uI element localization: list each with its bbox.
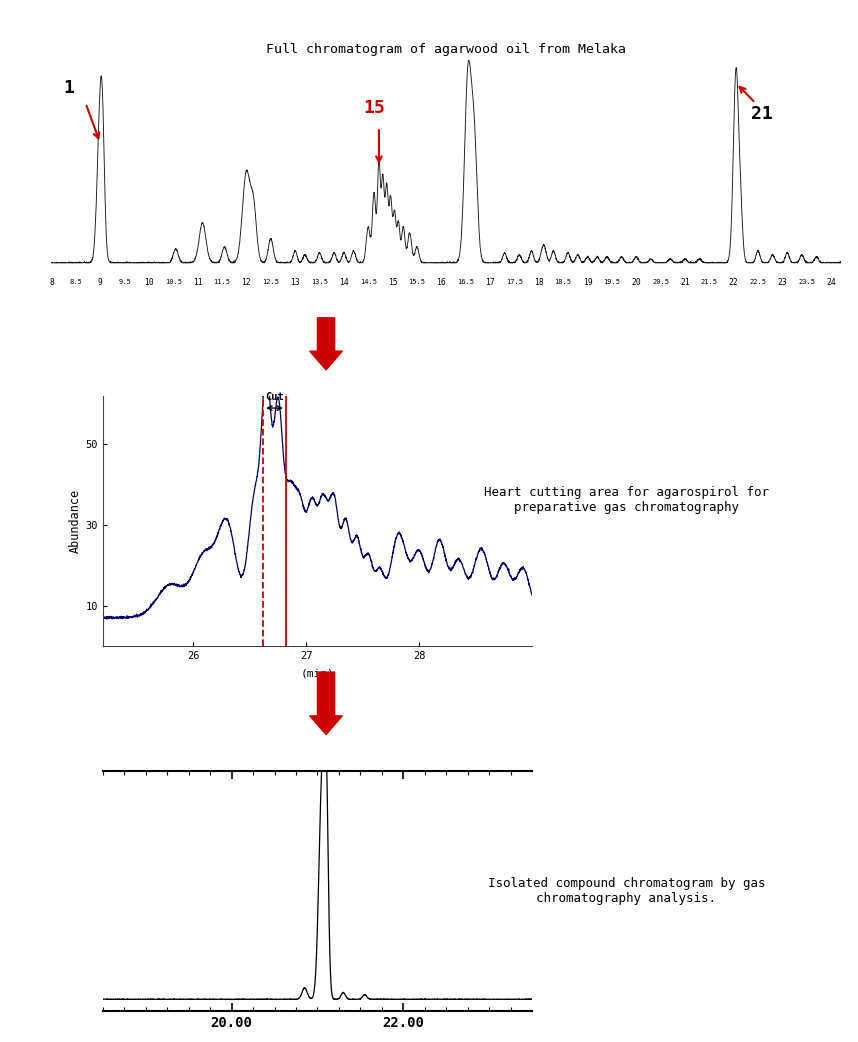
Text: (min): (min) [300, 668, 335, 678]
Text: 14.5: 14.5 [360, 279, 377, 286]
Text: 9: 9 [98, 278, 103, 287]
Text: 18: 18 [534, 278, 544, 287]
Text: 21: 21 [751, 105, 772, 123]
Text: 17: 17 [485, 278, 495, 287]
Text: 23: 23 [777, 278, 788, 287]
Text: 13.5: 13.5 [311, 279, 328, 286]
Text: 23.5: 23.5 [798, 279, 815, 286]
Text: 22.5: 22.5 [750, 279, 766, 286]
Text: 16.5: 16.5 [457, 279, 474, 286]
Text: Isolated compound chromatogram by gas
chromatography analysis.: Isolated compound chromatogram by gas ch… [487, 877, 765, 904]
Text: 9.5: 9.5 [118, 279, 131, 286]
Text: 21: 21 [680, 278, 690, 287]
Text: 19: 19 [583, 278, 592, 287]
Text: 12: 12 [241, 278, 251, 287]
Text: 21.5: 21.5 [701, 279, 718, 286]
Text: 15: 15 [363, 99, 385, 117]
Text: 17.5: 17.5 [506, 279, 523, 286]
Text: 19.5: 19.5 [603, 279, 620, 286]
Text: 14: 14 [339, 278, 348, 287]
Text: 10.5: 10.5 [165, 279, 182, 286]
Text: 18.5: 18.5 [554, 279, 571, 286]
Text: 8.5: 8.5 [69, 279, 82, 286]
Y-axis label: Abundance: Abundance [69, 489, 82, 553]
Text: 20.5: 20.5 [652, 279, 669, 286]
Text: Heart cutting area for agarospirol for
preparative gas chromatography: Heart cutting area for agarospirol for p… [484, 487, 769, 514]
Text: 24: 24 [826, 278, 836, 287]
Text: 13: 13 [290, 278, 300, 287]
Text: 1: 1 [63, 79, 75, 97]
Text: 8: 8 [49, 278, 54, 287]
Text: 11.5: 11.5 [214, 279, 231, 286]
Text: 20: 20 [631, 278, 641, 287]
Text: 15.5: 15.5 [408, 279, 426, 286]
Text: 11: 11 [193, 278, 202, 287]
Text: 15: 15 [388, 278, 397, 287]
Text: 16: 16 [437, 278, 446, 287]
Title: Full chromatogram of agarwood oil from Melaka: Full chromatogram of agarwood oil from M… [266, 43, 626, 56]
Text: 10: 10 [144, 278, 154, 287]
Text: 22: 22 [728, 278, 739, 287]
Text: Cut: Cut [265, 392, 284, 402]
Text: 12.5: 12.5 [263, 279, 279, 286]
